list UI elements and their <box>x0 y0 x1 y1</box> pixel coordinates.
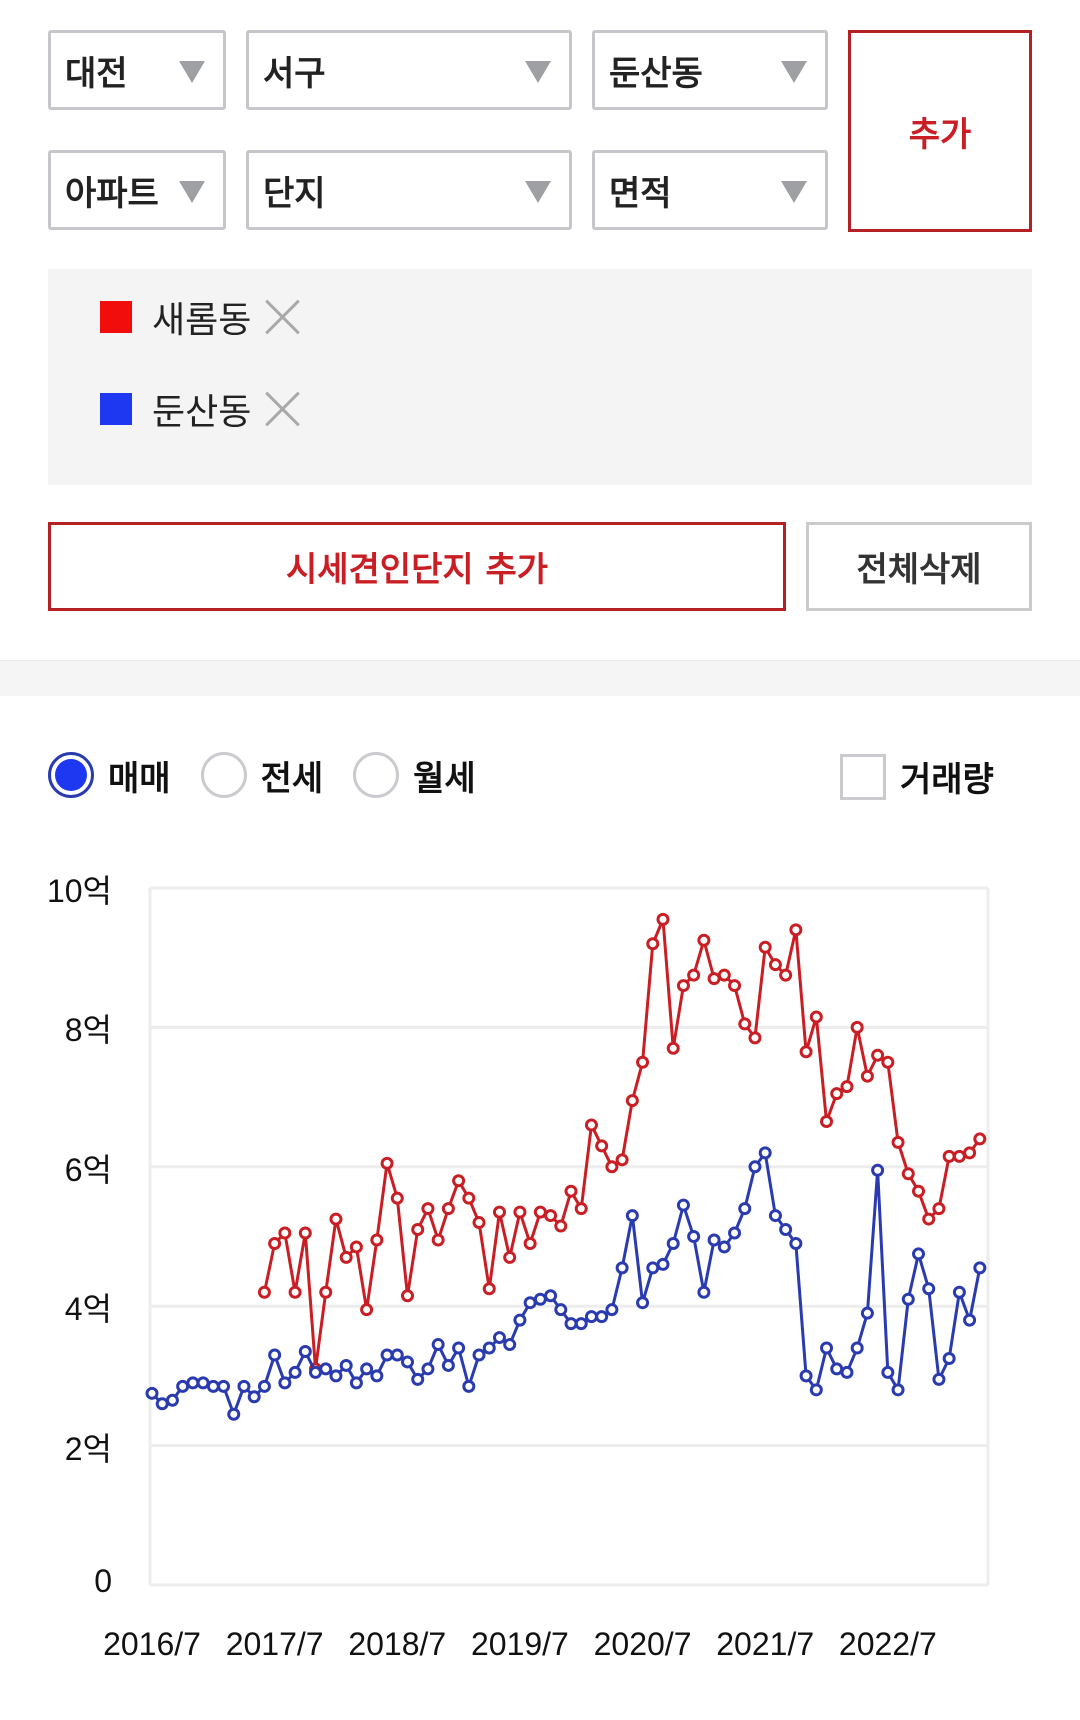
y-tick-label: 2억 <box>64 1430 112 1467</box>
x-tick-label: 2020/7 <box>593 1626 692 1662</box>
chevron-down-icon <box>781 61 807 83</box>
chevron-down-icon <box>525 181 551 203</box>
y-tick-label: 0 <box>94 1563 112 1599</box>
property-type-select[interactable]: 아파트 <box>48 150 226 230</box>
chevron-down-icon <box>781 181 807 203</box>
chevron-down-icon <box>525 61 551 83</box>
section-divider <box>0 660 1080 696</box>
complex-select[interactable]: 단지 <box>246 150 572 230</box>
color-swatch <box>100 393 132 425</box>
chevron-down-icon <box>179 181 205 203</box>
delete-all-button[interactable]: 전체삭제 <box>806 522 1032 611</box>
x-tick-label: 2016/7 <box>103 1626 201 1662</box>
area-select[interactable]: 면적 <box>592 150 828 230</box>
radio-label: 매매 <box>108 758 171 799</box>
chevron-down-icon <box>179 61 205 83</box>
y-tick-label: 6억 <box>64 1151 112 1188</box>
y-tick-label: 4억 <box>64 1291 112 1328</box>
selected-region-chip: 둔산동 <box>100 383 301 435</box>
radio-checked-icon <box>48 752 94 798</box>
area-select-value: 면적 <box>609 173 672 214</box>
property-type-select-value: 아파트 <box>65 173 159 214</box>
chip-label: 새롬동 <box>152 300 252 341</box>
selected-region-chip: 새롬동 <box>100 291 301 343</box>
volume-label: 거래량 <box>900 760 994 800</box>
x-tick-label: 2017/7 <box>225 1626 324 1662</box>
district-select-value: 서구 <box>263 53 326 94</box>
x-tick-label: 2021/7 <box>716 1626 815 1662</box>
radio-label: 월세 <box>413 758 476 799</box>
complex-select-value: 단지 <box>263 173 326 214</box>
city-select-value: 대전 <box>65 53 128 94</box>
radio-sale[interactable]: 매매 <box>48 751 171 800</box>
dong-select-value: 둔산동 <box>609 53 703 94</box>
radio-unchecked-icon <box>200 752 247 798</box>
y-tick-label: 8억 <box>64 1012 112 1049</box>
dong-select[interactable]: 둔산동 <box>592 30 828 110</box>
selected-regions-panel: 새롬동 둔산동 <box>48 269 1032 485</box>
volume-checkbox[interactable]: 거래량 <box>840 752 994 801</box>
price-chart: 0 2억 4억 6억 8억 10억 2016/7 2017/7 2018/7 2019/7 202… <box>0 860 1080 1700</box>
checkbox-unchecked-icon <box>840 753 886 800</box>
x-tick-label: 2022/7 <box>838 1626 937 1662</box>
city-select[interactable]: 대전 <box>48 30 226 110</box>
y-tick-label: 10억 <box>46 873 112 909</box>
radio-unchecked-icon <box>353 752 400 798</box>
line-chart-svg <box>145 886 990 1587</box>
trade-type-radio-group: 매매 전세 월세 <box>48 750 506 800</box>
radio-label: 전세 <box>260 758 324 799</box>
add-leading-complex-button[interactable]: 시세견인단지 추가 <box>48 522 786 611</box>
district-select[interactable]: 서구 <box>246 30 572 110</box>
x-tick-label: 2018/7 <box>348 1626 447 1662</box>
close-icon[interactable] <box>263 298 301 336</box>
radio-jeonse[interactable]: 전세 <box>200 751 324 800</box>
x-tick-label: 2019/7 <box>470 1626 569 1662</box>
color-swatch <box>100 301 132 333</box>
chip-label: 둔산동 <box>152 392 252 433</box>
radio-monthly-rent[interactable]: 월세 <box>353 751 476 800</box>
add-button[interactable]: 추가 <box>848 30 1032 232</box>
close-icon[interactable] <box>263 390 301 428</box>
